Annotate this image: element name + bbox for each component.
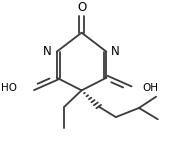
Text: N: N <box>111 45 120 58</box>
Text: N: N <box>43 45 52 58</box>
Text: O: O <box>77 1 86 14</box>
Text: OH: OH <box>142 83 158 93</box>
Text: HO: HO <box>1 83 17 93</box>
